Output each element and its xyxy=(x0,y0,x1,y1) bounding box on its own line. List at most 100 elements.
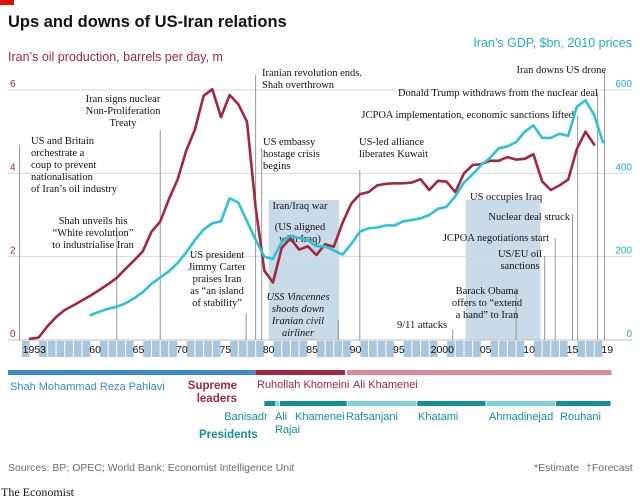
x-tick-label: 90 xyxy=(350,344,362,356)
x-tick-label: 19 xyxy=(601,344,613,356)
year-cell xyxy=(594,341,603,357)
annotation-sanctions: US/EU oil xyxy=(498,249,542,260)
presidents-heading: Presidents xyxy=(199,429,258,441)
year-cell xyxy=(169,341,178,357)
shaded-period xyxy=(268,200,340,340)
forecast-note: †Forecast xyxy=(586,462,633,474)
supreme-leaders-heading: Supreme xyxy=(188,380,237,392)
president-bar xyxy=(486,401,556,406)
year-cell xyxy=(473,341,481,357)
left-axis-title: Iran’s oil production, barrels per day, … xyxy=(8,50,223,64)
year-cell xyxy=(507,341,516,357)
annotation-jcpoa-negotiations: JCPOA negotiations start xyxy=(443,233,549,244)
annotation-oil-nationalisation: of Iran’s oil industry xyxy=(31,184,118,195)
left-tick-label: 2 xyxy=(10,246,16,257)
year-cell xyxy=(117,341,125,357)
president-bar xyxy=(417,401,486,406)
annotation-non-proliferation: Treaty xyxy=(109,118,137,129)
x-tick-label: 15 xyxy=(567,344,579,356)
year-cell xyxy=(56,341,65,357)
year-cell xyxy=(299,341,308,357)
year-cell xyxy=(21,341,30,357)
year-cell xyxy=(108,341,117,357)
chart-title: Ups and downs of US-Iran relations xyxy=(8,13,287,31)
x-tick-label: 80 xyxy=(263,344,275,356)
x-tick-cell xyxy=(568,341,577,357)
year-cell xyxy=(82,341,91,357)
economist-logo: The Economist xyxy=(1,485,75,499)
x-tick-cell xyxy=(438,341,447,357)
supreme-leaders-heading: leaders xyxy=(197,393,237,405)
year-cell xyxy=(421,341,429,357)
x-tick-label: 75 xyxy=(219,344,231,356)
x-tick-label: 10 xyxy=(523,344,535,356)
year-cell xyxy=(290,341,299,357)
x-tick-cell xyxy=(308,341,316,357)
annotation-obama: Barack Obama xyxy=(456,286,519,297)
annotation-trump: Donald Trump withdraws from the nuclear … xyxy=(398,88,598,99)
year-cell xyxy=(559,341,568,357)
x-tick-cell xyxy=(603,341,612,357)
shah-bar xyxy=(8,370,256,375)
president-label: Banisadr xyxy=(224,411,268,423)
year-cell xyxy=(212,341,221,357)
annotation-nine-eleven: 9/11 attacks xyxy=(397,320,447,331)
left-tick-label: 0 xyxy=(10,329,16,340)
year-cell xyxy=(586,341,594,357)
year-cell xyxy=(455,341,464,357)
year-cell xyxy=(230,341,238,357)
year-cell xyxy=(273,341,282,357)
source-note: Sources: BP; OPEC; World Bank; Economist… xyxy=(8,462,294,474)
x-tick-cell xyxy=(264,341,273,357)
shaded-period xyxy=(465,200,541,340)
year-cell xyxy=(464,341,473,357)
year-cell xyxy=(99,341,108,357)
president-label: Rouhani xyxy=(560,411,601,423)
right-tick-label: 400 xyxy=(615,162,632,173)
x-tick-label: 05 xyxy=(480,344,492,356)
annotation-kuwait: liberates Kuwait xyxy=(359,149,428,160)
annotation-us-aligned: (US aligned xyxy=(275,222,326,233)
year-cell xyxy=(238,341,247,357)
year-cell xyxy=(334,341,342,357)
annotation-carter: praises Iran xyxy=(193,274,242,285)
year-cell xyxy=(247,341,256,357)
x-tick-label: 2000 xyxy=(431,344,455,356)
year-cell xyxy=(551,341,559,357)
president-bar xyxy=(279,401,347,406)
year-cell xyxy=(360,341,369,357)
annotation-sanctions: sanctions xyxy=(500,261,539,272)
president-bar xyxy=(276,401,279,406)
president-label: Rajai xyxy=(275,424,300,436)
x-tick-cell xyxy=(134,341,143,357)
annotation-oil-nationalisation: US and Britain xyxy=(31,136,95,147)
year-cell xyxy=(533,341,542,357)
president-bar xyxy=(556,401,611,406)
annotation-white-revolution: Shah unveils his xyxy=(59,216,128,227)
year-cell xyxy=(386,341,395,357)
x-tick-label: 70 xyxy=(176,344,188,356)
president-label: Ali xyxy=(275,411,287,423)
x-tick-label: 85 xyxy=(306,344,318,356)
annotation-oil-nationalisation: nationalisation xyxy=(31,172,94,183)
right-tick-label: 200 xyxy=(615,246,632,257)
supreme-leader-khomeini: Ruhollah Khomeini xyxy=(257,379,349,391)
annotation-white-revolution: to industrialise Iran xyxy=(52,240,134,251)
year-cell xyxy=(186,341,195,357)
year-cell xyxy=(429,341,438,357)
annotation-hostage: US embassy xyxy=(263,137,316,148)
annotation-carter: of stability” xyxy=(192,298,242,309)
annotation-oil-nationalisation: orchestrate a xyxy=(31,148,85,159)
annotation-vincennes: shoots down xyxy=(272,304,324,315)
year-cell xyxy=(39,341,47,357)
annotation-oil-nationalisation: coup to prevent xyxy=(31,160,96,171)
x-tick-label: 1953 xyxy=(23,344,47,356)
year-cell xyxy=(143,341,152,357)
annotation-iran-iraq: Iran/Iraq war xyxy=(272,201,328,212)
year-cell xyxy=(65,341,73,357)
x-tick-cell xyxy=(221,341,230,357)
x-tick-label: 95 xyxy=(393,344,405,356)
year-cell xyxy=(447,341,455,357)
x-tick-cell xyxy=(91,341,99,357)
